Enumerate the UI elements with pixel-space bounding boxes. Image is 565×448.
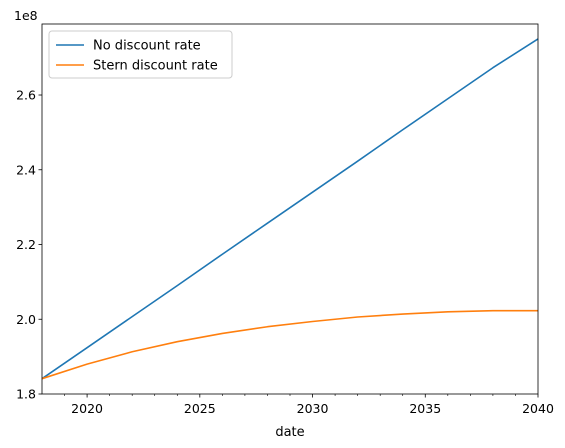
plot-area bbox=[42, 24, 538, 394]
series-line-0 bbox=[41, 38, 539, 380]
y-offset-label: 1e8 bbox=[14, 8, 38, 23]
y-axis: 1.8 2.0 2.2 2.4 2.6 bbox=[16, 88, 42, 402]
series-lines bbox=[41, 38, 539, 380]
x-tick-label: 2020 bbox=[71, 401, 103, 416]
x-tick-label: 2030 bbox=[297, 401, 329, 416]
y-tick-label: 2.4 bbox=[16, 162, 36, 177]
x-tick-label: 2040 bbox=[522, 401, 554, 416]
y-tick-label: 2.2 bbox=[16, 237, 36, 252]
legend-label-stern-discount: Stern discount rate bbox=[93, 59, 218, 74]
legend: No discount rate Stern discount rate bbox=[48, 30, 233, 79]
legend-box bbox=[48, 30, 233, 79]
plot-frame bbox=[41, 23, 539, 395]
y-tick-label: 2.6 bbox=[16, 88, 36, 103]
x-axis-label: date bbox=[275, 425, 304, 440]
x-tick-label: 2025 bbox=[184, 401, 216, 416]
x-axis: 2020 2025 2030 2035 2040 bbox=[64, 394, 554, 416]
y-tick-label: 1.8 bbox=[16, 387, 36, 402]
x-tick-label: 2035 bbox=[409, 401, 441, 416]
series-line-1 bbox=[41, 309, 538, 380]
y-tick-label: 2.0 bbox=[16, 312, 36, 327]
legend-label-no-discount: No discount rate bbox=[93, 39, 201, 54]
